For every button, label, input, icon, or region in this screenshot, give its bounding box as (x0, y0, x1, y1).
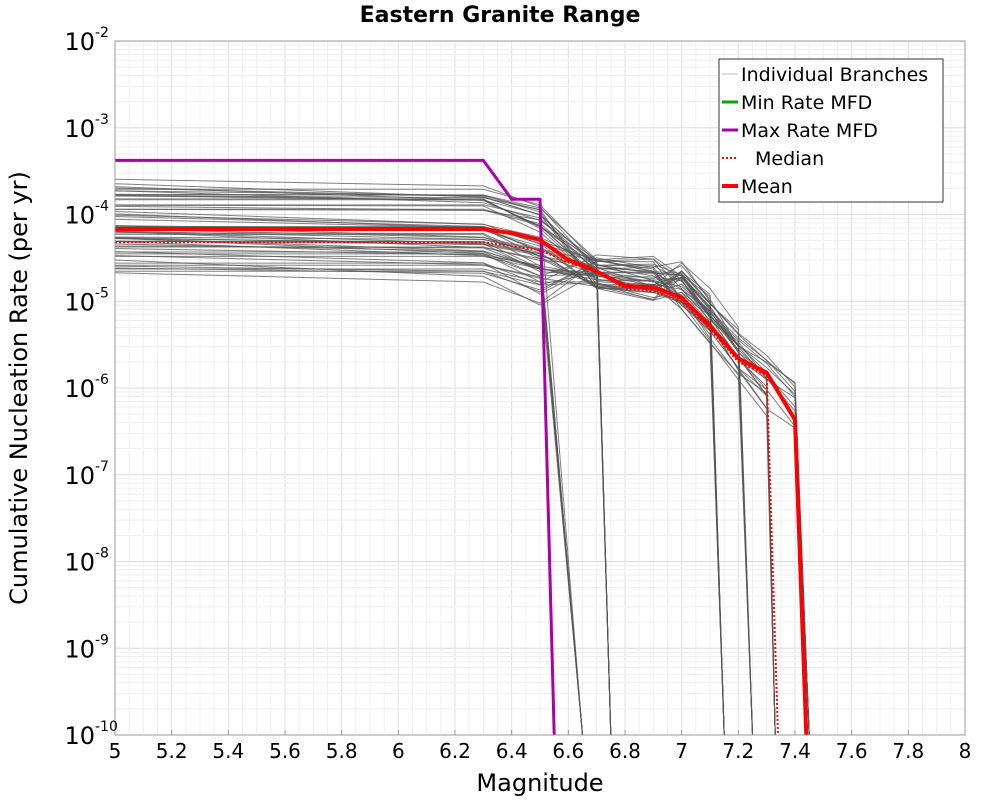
legend: Individual Branches Min Rate MFD Max Rate … (718, 58, 944, 203)
branch-line (114, 238, 776, 736)
y-tick-exponent: -5 (95, 285, 109, 301)
branch-line (114, 232, 810, 736)
branch-line (114, 251, 725, 736)
x-tick-label: 7.6 (836, 739, 868, 763)
branch-line (114, 218, 583, 736)
x-tick-label: 6.6 (552, 739, 584, 763)
y-tick-exponent: -9 (95, 632, 109, 648)
branch-line (114, 230, 753, 736)
y-tick-label: 10 (64, 115, 95, 143)
x-tick-labels: 5 5.2 5.4 5.6 5.8 6 6.2 6.4 6.6 6.8 7 7.2 7.4 7.6 7.8 8 (109, 730, 972, 763)
branch-line (114, 178, 725, 736)
y-tick-exponent: -7 (95, 459, 109, 475)
x-tick-label: 6.2 (439, 739, 471, 763)
x-tick-label: 5.2 (156, 739, 188, 763)
legend-box (718, 58, 944, 203)
y-tick-exponent: -10 (95, 719, 118, 735)
legend-entry-label: Mean (741, 176, 793, 198)
x-axis-label: Magnitude (476, 769, 603, 797)
x-tick-label: 6.8 (609, 739, 641, 763)
y-tick-label: 10 (64, 202, 95, 230)
y-tick-label: 10 (64, 288, 95, 316)
y-tick-label: 10 (64, 722, 95, 750)
y-tick-label: 10 (64, 549, 95, 577)
branch-line (115, 194, 753, 736)
legend-entry-label: Min Rate MFD (741, 92, 872, 114)
branch-line (115, 241, 753, 736)
chart-title: Eastern Granite Range (360, 3, 641, 28)
x-tick-label: 6 (392, 739, 405, 763)
x-tick-label: 7.4 (779, 739, 811, 763)
x-tick-label: 7.2 (722, 739, 754, 763)
y-tick-label: 10 (64, 635, 95, 663)
y-tick-label: 10 (64, 375, 95, 403)
y-tick-exponent: -8 (95, 546, 109, 562)
branch-line (114, 211, 810, 736)
x-tick-label: 7 (675, 739, 688, 763)
branch-line (115, 262, 725, 736)
plot-frame (114, 40, 966, 736)
y-tick-exponent: -4 (95, 199, 109, 215)
y-tick-exponent: -3 (95, 112, 109, 128)
branch-line (114, 204, 776, 736)
x-tick-label: 8 (959, 739, 972, 763)
legend-entry-label: Median (755, 148, 824, 170)
x-tick-label: 5.6 (269, 739, 301, 763)
branch-line (114, 194, 776, 736)
legend-entry-label: Individual Branches (741, 64, 928, 86)
y-tick-exponent: -2 (95, 25, 109, 41)
series-median (115, 241, 779, 736)
y-tick-label: 10 (64, 28, 95, 56)
y-axis-label: Cumulative Nucleation Rate (per yr) (5, 171, 33, 605)
y-tick-label: 10 (64, 462, 95, 490)
series-max-rate-mfd (115, 158, 556, 736)
x-tick-label: 5.8 (326, 739, 358, 763)
series-mean (115, 227, 809, 736)
x-tick-label: 6.4 (496, 739, 528, 763)
x-tick-label: 5.4 (212, 739, 244, 763)
x-tick-label: 5 (109, 739, 122, 763)
y-tick-exponent: -6 (95, 372, 109, 388)
series-lines (115, 158, 809, 736)
x-tick-label: 7.8 (892, 739, 924, 763)
branch-line (114, 243, 583, 736)
legend-entry-label: Max Rate MFD (741, 120, 878, 142)
